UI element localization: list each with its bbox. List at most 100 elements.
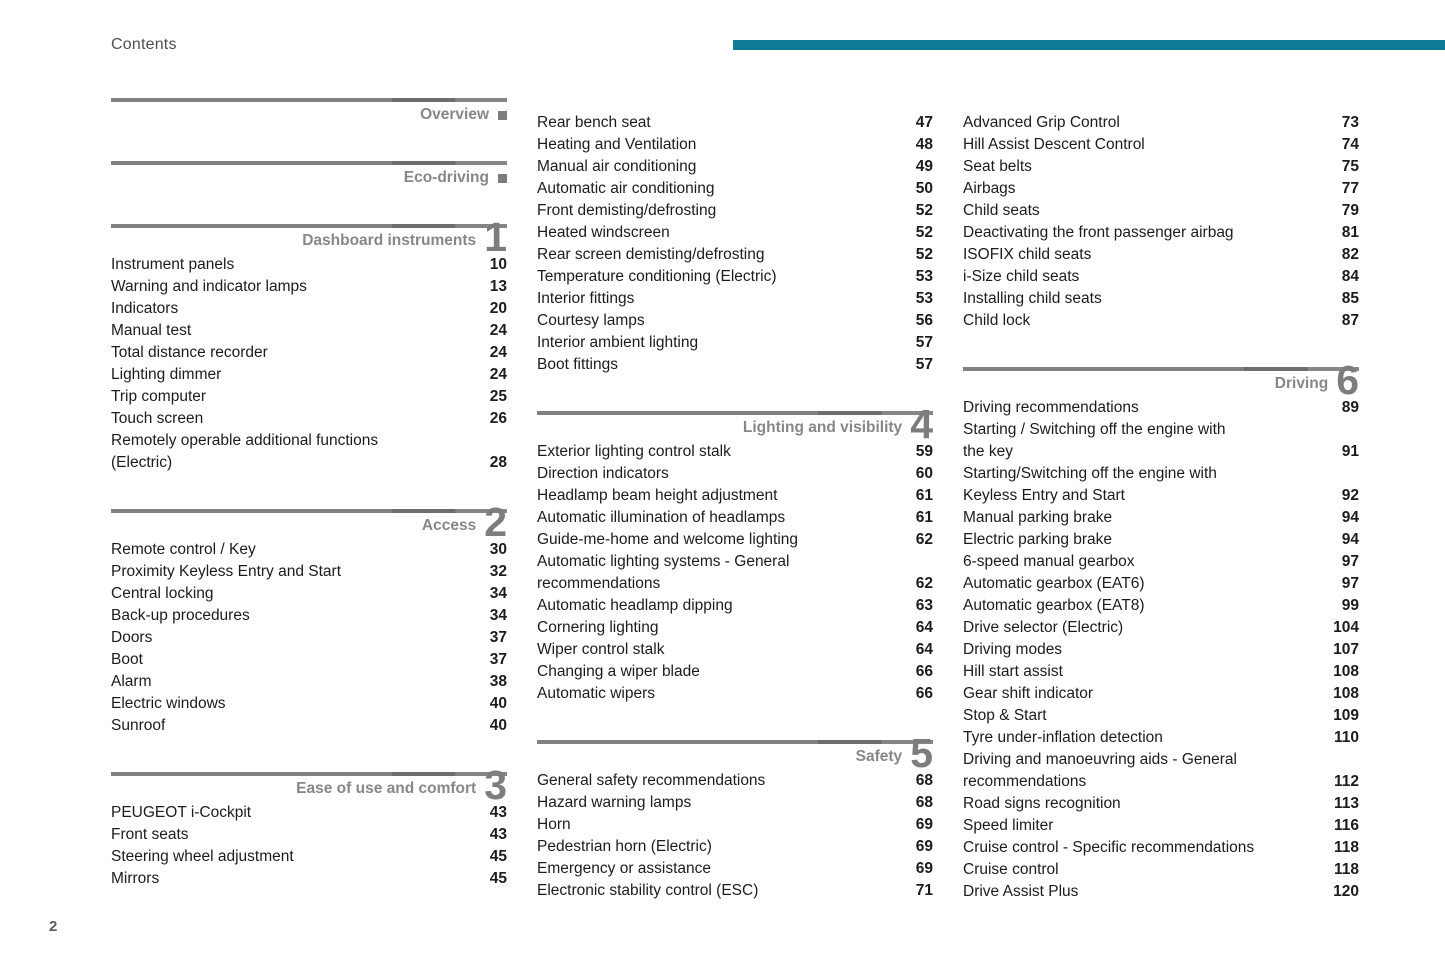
toc-entry-label: Headlamp beam height adjustment (537, 487, 778, 504)
toc-entry-page: 97 (1341, 575, 1359, 592)
toc-entry-label: Hill Assist Descent Control (963, 136, 1145, 153)
toc-entry-page: 32 (489, 563, 507, 580)
toc-entry: Pedestrian horn (Electric) 69 (537, 836, 933, 858)
section-number: 4 (910, 401, 933, 447)
toc-entry-label: Electronic stability control (ESC) (537, 882, 759, 899)
toc-entry-label: Lighting dimmer (111, 366, 222, 383)
toc-entry: Cruise control 118 (963, 859, 1359, 881)
toc-entry-list: PEUGEOT i-Cockpit 43 Front seats 43 Steering… (111, 802, 507, 890)
toc-entry-label: Front demisting/defrosting (537, 202, 717, 219)
section-title: Dashboard instruments (302, 232, 477, 249)
toc-entry: Automatic lighting systems - General rec… (537, 551, 933, 595)
toc-entry-page: 71 (915, 882, 933, 899)
toc-entry-page: 92 (1341, 487, 1359, 504)
section-title: Ease of use and comfort (296, 780, 477, 797)
toc-entry: Heated windscreen 52 (537, 222, 933, 244)
toc-entry: Heating and Ventilation 48 (537, 134, 933, 156)
toc-entry: Drive selector (Electric) 104 (963, 617, 1359, 639)
toc-entry: Proximity Keyless Entry and Start 32 (111, 561, 507, 583)
toc-entry: Starting/Switching off the engine with K… (963, 463, 1359, 507)
toc-entry: Exterior lighting control stalk 59 (537, 441, 933, 463)
toc-entry-page: 24 (489, 322, 507, 339)
toc-entry: 6-speed manual gearbox 97 (963, 551, 1359, 573)
toc-entry-label: Cornering lighting (537, 619, 659, 636)
toc-entry-page: 26 (489, 410, 507, 427)
toc-entry: Steering wheel adjustment 45 (111, 846, 507, 868)
toc-entry-page: 45 (489, 870, 507, 887)
toc-entry-label: Total distance recorder (111, 344, 268, 361)
teal-accent-bar (733, 40, 1445, 50)
square-bullet-icon (498, 173, 507, 183)
toc-entry: Sunroof 40 (111, 715, 507, 737)
toc-entry-page: 107 (1333, 641, 1359, 658)
toc-entry-label: Sunroof (111, 717, 166, 734)
toc-entry-label: Cruise control (963, 861, 1059, 878)
toc-entry-page: 52 (915, 202, 933, 219)
toc-entry-label: Warning and indicator lamps (111, 278, 307, 295)
toc-entry-page: 89 (1341, 399, 1359, 416)
toc-entry: Headlamp beam height adjustment 61 (537, 485, 933, 507)
toc-entry-label: Pedestrian horn (Electric) (537, 838, 712, 855)
toc-entry-label: Boot fittings (537, 356, 618, 373)
toc-entry-label: Steering wheel adjustment (111, 848, 294, 865)
toc-entry-label: Horn (537, 816, 571, 833)
toc-entry: i-Size child seats 84 (963, 266, 1359, 288)
toc-entry-page: 110 (1333, 729, 1359, 746)
toc-entry-label: Automatic gearbox (EAT6) (963, 575, 1145, 592)
toc-entry: Seat belts 75 (963, 156, 1359, 178)
toc-entry-page: 13 (489, 278, 507, 295)
toc-entry-page: 120 (1333, 883, 1359, 900)
section-header: Eco-driving (111, 167, 507, 189)
toc-entry: Total distance recorder 24 (111, 342, 507, 364)
toc-entry: Electric parking brake 94 (963, 529, 1359, 551)
toc-entry: Electronic stability control (ESC) 71 (537, 880, 933, 902)
section-header: Safety 5 (537, 733, 933, 774)
toc-entry-label: Speed limiter (963, 817, 1054, 834)
toc-entry-label: Deactivating the front passenger airbag (963, 224, 1234, 241)
toc-entry: Remotely operable additional functions (… (111, 430, 507, 474)
toc-section: Advanced Grip Control 73 Hill Assist Desce… (963, 98, 1359, 332)
toc-entry-label: Starting / Switching off the engine with… (963, 421, 1226, 460)
toc-entry-page: 73 (1341, 114, 1359, 131)
toc-entry-label: Back-up procedures (111, 607, 250, 624)
toc-section: Driving 6 Driving recommendations 89 Startin… (963, 360, 1359, 903)
toc-entry: Manual parking brake 94 (963, 507, 1359, 529)
toc-entry-page: 61 (915, 509, 933, 526)
toc-entry-label: Child seats (963, 202, 1040, 219)
toc-entry-label: Airbags (963, 180, 1016, 197)
toc-entry-label: Interior ambient lighting (537, 334, 699, 351)
section-header: Dashboard instruments 1 (111, 217, 507, 258)
toc-entry-list: Remote control / Key 30 Proximity Keyless … (111, 539, 507, 737)
toc-entry-page: 97 (1341, 553, 1359, 570)
toc-entry-label: Road signs recognition (963, 795, 1121, 812)
toc-entry-label: Guide-me-home and welcome lighting (537, 531, 799, 548)
section-rule (111, 224, 507, 228)
toc-entry-page: 69 (915, 838, 933, 855)
toc-entry-label: Automatic lighting systems - General rec… (537, 553, 790, 592)
toc-entry-page: 34 (489, 585, 507, 602)
toc-entry-label: Changing a wiper blade (537, 663, 700, 680)
toc-entry-page: 57 (915, 356, 933, 373)
section-rule (963, 367, 1359, 371)
toc-entry-page: 84 (1341, 268, 1359, 285)
toc-entry-label: Direction indicators (537, 465, 669, 482)
toc-entry-label: Child lock (963, 312, 1031, 329)
toc-section: Eco-driving (111, 161, 507, 189)
toc-entry-label: Seat belts (963, 158, 1032, 175)
toc-entry-label: Emergency or assistance (537, 860, 712, 877)
toc-entry-label: Driving recommendations (963, 399, 1139, 416)
toc-entry: Boot fittings 57 (537, 354, 933, 376)
toc-entry-page: 47 (915, 114, 933, 131)
toc-entry-page: 61 (915, 487, 933, 504)
section-rule (537, 740, 933, 744)
toc-entry: Advanced Grip Control 73 (963, 112, 1359, 134)
toc-section: Overview (111, 98, 507, 126)
toc-section: Dashboard instruments 1 Instrument panels 1… (111, 217, 507, 474)
toc-entry: Hill start assist 108 (963, 661, 1359, 683)
toc-entry: ISOFIX child seats 82 (963, 244, 1359, 266)
toc-entry: Trip computer 25 (111, 386, 507, 408)
toc-section: Rear bench seat 47 Heating and Ventilation… (537, 98, 933, 376)
toc-entry-page: 30 (489, 541, 507, 558)
toc-entry: Manual test 24 (111, 320, 507, 342)
toc-entry-page: 24 (489, 344, 507, 361)
